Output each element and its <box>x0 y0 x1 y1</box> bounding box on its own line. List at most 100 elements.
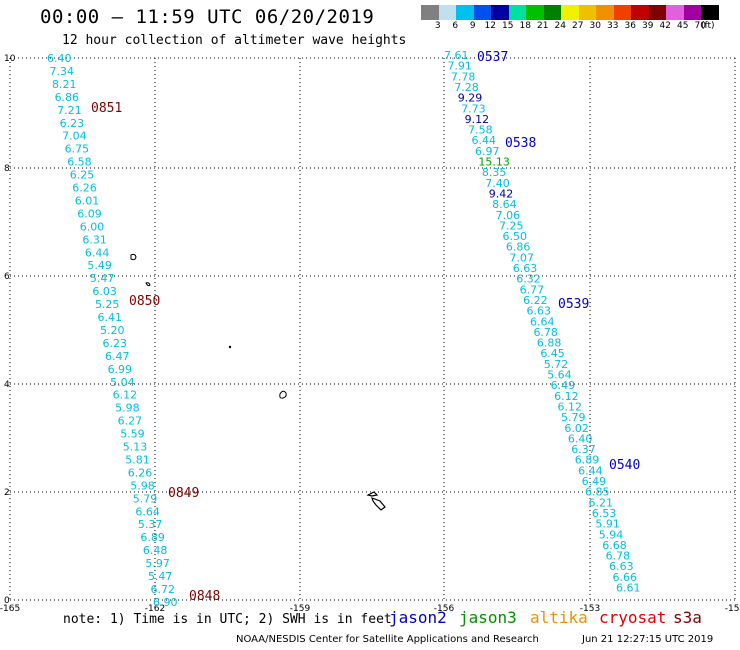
wave-height-label: 6.44 <box>472 134 497 147</box>
wave-height-label: 6.63 <box>513 262 538 275</box>
wave-height-label: 6.97 <box>475 145 500 158</box>
x-tick-label: -159 <box>290 604 311 614</box>
color-scale-label: 45 <box>677 21 689 31</box>
wave-height-label: 6.03 <box>92 285 117 298</box>
wave-height-label: 6.68 <box>602 539 627 552</box>
wave-height-label: 6.01 <box>75 194 100 207</box>
color-scale-bar <box>421 5 719 20</box>
wave-height-label: 6.23 <box>60 117 85 130</box>
wave-height-label: 8.21 <box>52 78 77 91</box>
y-tick-label: 6 <box>4 272 10 282</box>
wave-height-label: 7.61 <box>444 49 469 62</box>
island-outline <box>145 282 151 287</box>
pass-time-label: 0851 <box>91 101 122 116</box>
color-scale-label: 27 <box>572 21 584 31</box>
wave-height-label: 6.12 <box>554 390 579 403</box>
color-scale-label: 70 <box>694 21 706 31</box>
wave-height-label: 5.97 <box>145 557 170 570</box>
wave-height-label: 6.53 <box>592 507 617 520</box>
color-swatch <box>701 5 719 20</box>
color-scale-label: 36 <box>624 21 636 31</box>
wave-height-label: 6.86 <box>55 91 79 104</box>
wave-height-label: 7.40 <box>485 177 510 190</box>
wave-height-label: 5.79 <box>561 411 586 424</box>
color-scale-label: 15 <box>502 21 514 31</box>
wave-height-label: 6.90 <box>153 596 178 609</box>
wave-height-label: 7.21 <box>57 104 82 117</box>
legend-item: s3a <box>673 608 702 627</box>
credit-line: NOAA/NESDIS Center for Satellite Applica… <box>236 634 539 645</box>
color-swatch <box>596 5 614 20</box>
wave-height-label: 6.58 <box>67 156 92 169</box>
x-tick-label: -150 <box>725 604 740 614</box>
color-scale-label: 24 <box>554 21 566 31</box>
page-title: 00:00 – 11:59 UTC 06/20/2019 <box>40 6 375 28</box>
wave-height-label: 7.78 <box>451 70 476 83</box>
wave-height-label: 7.06 <box>496 209 520 222</box>
wave-height-label: 6.72 <box>150 583 175 596</box>
wave-height-label: 6.77 <box>520 283 545 296</box>
wave-height-label: 6.27 <box>118 415 142 428</box>
wave-height-label: 6.32 <box>516 273 541 286</box>
legend-item: altika <box>530 608 588 627</box>
wave-height-label: 5.79 <box>133 492 158 505</box>
wave-height-label: 6.12 <box>558 400 583 413</box>
legend-item: jason3 <box>459 608 517 627</box>
color-scale-unit: (ft) <box>701 21 715 31</box>
wave-height-label: 6.78 <box>606 550 631 563</box>
wave-height-label: 5.94 <box>599 528 624 541</box>
wave-height-label: 6.26 <box>128 466 153 479</box>
color-scale-label: 6 <box>452 21 459 31</box>
wave-height-label: 7.04 <box>62 130 86 143</box>
wave-height-label: 6.40 <box>568 432 593 445</box>
color-swatch <box>578 5 596 20</box>
wave-height-label: 6.09 <box>77 207 102 220</box>
color-swatch <box>561 5 579 20</box>
page-subtitle: 12 hour collection of altimeter wave hei… <box>62 33 407 48</box>
wave-height-label: 6.25 <box>70 169 95 182</box>
wave-height-label: 6.45 <box>540 347 565 360</box>
wave-height-label: 9.12 <box>465 113 490 126</box>
wave-height-label: 7.91 <box>447 60 472 73</box>
wave-height-label: 5.81 <box>125 453 150 466</box>
color-swatch <box>543 5 561 20</box>
wave-height-label: 6.44 <box>578 464 603 477</box>
color-swatch <box>491 5 509 20</box>
pass-time-label: 0537 <box>477 50 508 65</box>
wave-height-label: 6.64 <box>135 505 160 518</box>
color-scale-label: 30 <box>589 21 601 31</box>
pass-time-label: 0539 <box>558 297 589 312</box>
wave-height-label: 15.13 <box>478 156 510 169</box>
wave-height-label: 5.37 <box>138 518 163 531</box>
wave-height-label: 5.91 <box>595 518 620 531</box>
color-scale-label: 39 <box>642 21 654 31</box>
wave-height-label: 5.04 <box>110 376 135 389</box>
wave-height-label: 6.31 <box>82 233 107 246</box>
color-swatch <box>613 5 631 20</box>
wave-height-label: 6.49 <box>582 475 607 488</box>
wave-height-label: 5.47 <box>148 570 173 583</box>
pass-time-label: 0849 <box>168 486 199 501</box>
x-tick-label: -165 <box>0 604 20 614</box>
wave-height-label: 6.88 <box>537 337 562 350</box>
x-tick-label: -156 <box>434 604 455 614</box>
wave-height-label: 5.20 <box>100 324 125 337</box>
x-tick-label: -162 <box>145 604 165 614</box>
color-swatch <box>473 5 491 20</box>
legend-item: jason2 <box>389 608 447 627</box>
wave-height-label: 5.72 <box>544 358 569 371</box>
y-tick-label: 8 <box>4 164 10 174</box>
color-scale-label: 3 <box>434 21 441 31</box>
wave-height-label: 6.41 <box>97 311 122 324</box>
color-swatch <box>666 5 684 20</box>
color-swatch <box>631 5 649 20</box>
wave-height-label: 6.00 <box>80 220 105 233</box>
color-scale-label: 42 <box>659 21 671 31</box>
pass-time-label: 0848 <box>189 589 220 604</box>
island-outline <box>279 390 287 399</box>
wave-height-label: 5.98 <box>115 402 139 415</box>
wave-height-label: 5.59 <box>120 428 145 441</box>
color-swatch <box>683 5 701 20</box>
wave-height-label: 6.12 <box>113 389 138 402</box>
